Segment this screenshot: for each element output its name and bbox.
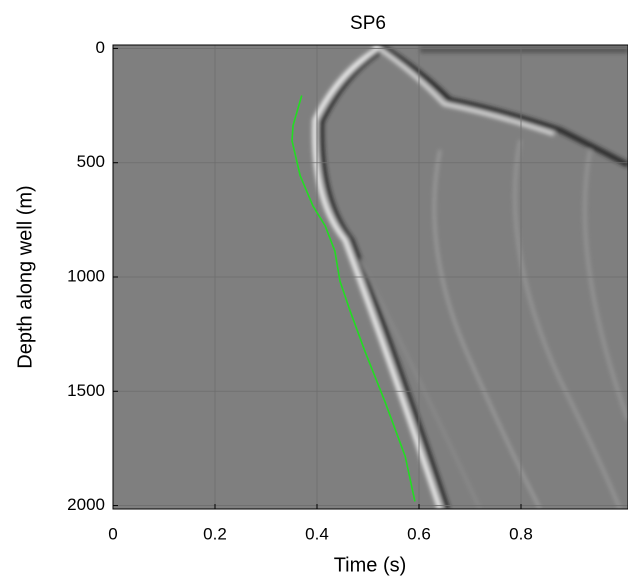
chart-title: SP6 (350, 13, 386, 34)
y-tick-label: 500 (77, 152, 105, 171)
y-axis-label: Depth along well (m) (14, 185, 36, 368)
y-tick-label: 1000 (67, 266, 105, 285)
seismic-image (312, 45, 628, 509)
y-tick-label: 2000 (67, 495, 105, 514)
data-line (291, 95, 416, 502)
wavefront (319, 46, 450, 509)
x-tick-label: 0.2 (203, 524, 227, 543)
x-tick-label: 0.4 (305, 524, 329, 543)
wavefront (312, 45, 443, 509)
wavefront (513, 139, 622, 509)
wavefront (372, 45, 555, 136)
wavefront (433, 149, 541, 509)
x-tick-label: 0.6 (407, 524, 431, 543)
wavefront (359, 259, 481, 509)
y-tick-label: 1500 (67, 381, 105, 400)
x-axis-label: Time (s) (334, 554, 407, 576)
x-tick-label: 0 (108, 524, 117, 543)
y-tick-label: 0 (96, 38, 105, 57)
wavefront (583, 149, 628, 421)
wavefront (378, 45, 628, 168)
x-tick-label: 0.8 (509, 524, 533, 543)
